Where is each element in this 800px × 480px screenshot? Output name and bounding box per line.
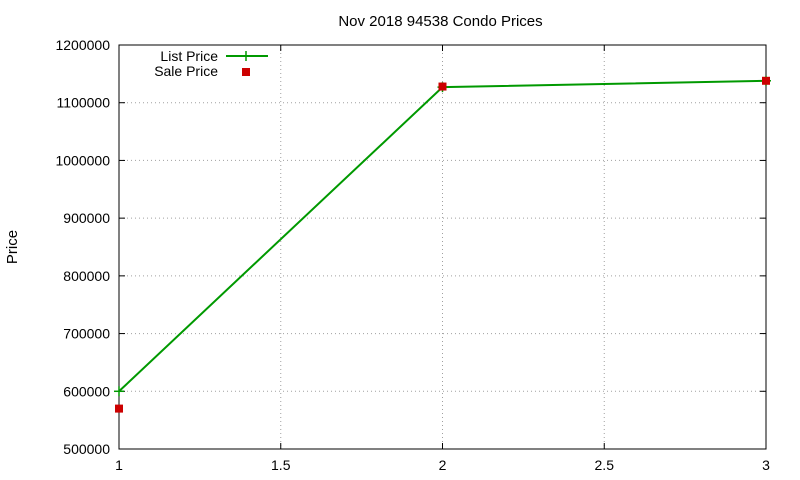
list-price-point — [114, 386, 124, 397]
x-tick-label: 2 — [439, 457, 447, 473]
y-axis-label: Price — [4, 230, 21, 264]
y-tick-label: 500000 — [63, 441, 110, 457]
legend-label-list-price: List Price — [160, 48, 218, 64]
legend-swatch-sale-price — [242, 68, 250, 76]
series — [114, 75, 771, 413]
axis-ticks: 500000 600000 700000 800000 900000 1000000 110… — [55, 37, 770, 473]
plot-frame — [118, 44, 767, 450]
sale-price-point — [762, 76, 770, 85]
y-tick-label: 1100000 — [57, 95, 111, 111]
legend-label-sale-price: Sale Price — [154, 63, 218, 79]
y-tick-label: 900000 — [63, 210, 110, 226]
grid — [119, 45, 766, 449]
y-tick-label: 700000 — [63, 326, 110, 342]
sale-price-point — [115, 404, 123, 413]
x-tick-label: 3 — [762, 457, 770, 473]
y-tick-label: 1000000 — [55, 152, 110, 168]
x-tick-label: 1.5 — [271, 457, 291, 473]
x-tick-label: 1 — [115, 457, 123, 473]
chart-title: Nov 2018 94538 Condo Prices — [338, 13, 542, 30]
y-tick-label: 1200000 — [55, 37, 110, 53]
y-tick-label: 800000 — [63, 268, 110, 284]
list-price-line — [118, 79, 767, 393]
y-tick-label: 600000 — [63, 383, 110, 399]
legend: List Price Sale Price — [154, 48, 268, 79]
sale-price-point — [438, 82, 447, 91]
x-tick-label: 2.5 — [595, 457, 615, 473]
